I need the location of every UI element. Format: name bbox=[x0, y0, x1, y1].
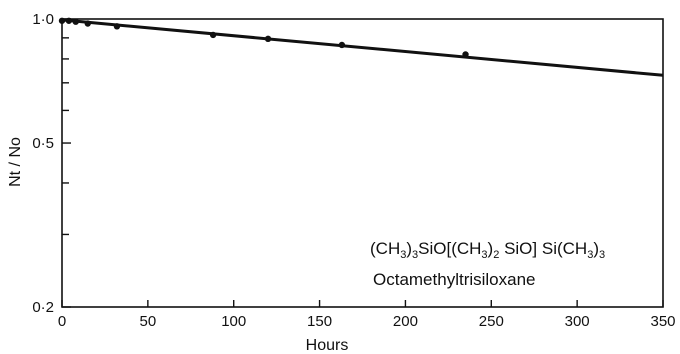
compound-name-annotation: Octamethyltrisiloxane bbox=[373, 270, 536, 289]
x-tick-label: 350 bbox=[650, 313, 675, 330]
formula-subscript: 3 bbox=[481, 249, 487, 261]
x-tick-label: 250 bbox=[479, 313, 504, 330]
data-point bbox=[264, 35, 272, 43]
formula-part: ) bbox=[488, 239, 494, 258]
x-tick-label: 50 bbox=[140, 313, 157, 330]
x-tick-label: 100 bbox=[221, 313, 246, 330]
y-tick-label: 1·0 bbox=[32, 11, 54, 28]
data-point bbox=[462, 51, 469, 58]
y-tick-label: 0·5 bbox=[32, 135, 54, 152]
series-layer bbox=[58, 17, 664, 77]
data-point bbox=[113, 23, 121, 30]
formula-subscript: 3 bbox=[412, 249, 418, 261]
x-tick-label: 0 bbox=[58, 313, 66, 330]
formula-part: ) bbox=[406, 239, 412, 258]
x-axis: 0 50 100 150 200 250 300 350 bbox=[58, 300, 676, 330]
formula-part: SiO[(CH bbox=[418, 239, 481, 258]
data-point bbox=[84, 20, 91, 27]
annotations: (CH3)3SiO[(CH3)2 SiO] Si(CH3)3 Octamethy… bbox=[370, 239, 605, 289]
data-point bbox=[58, 17, 66, 24]
formula-annotation: (CH3)3SiO[(CH3)2 SiO] Si(CH3)3 bbox=[370, 239, 605, 261]
formula-subscript: 3 bbox=[599, 249, 605, 261]
series-line bbox=[61, 18, 664, 77]
data-point bbox=[72, 18, 79, 25]
data-point bbox=[338, 41, 346, 49]
x-tick-label: 200 bbox=[393, 313, 418, 330]
x-tick-label: 150 bbox=[307, 313, 332, 330]
formula-part: (CH bbox=[370, 239, 400, 258]
formula-subscript: 2 bbox=[493, 249, 499, 261]
plot-area bbox=[61, 18, 664, 308]
formula-subscript: 3 bbox=[587, 249, 593, 261]
data-point bbox=[65, 17, 73, 24]
y-tick-label: 0·2 bbox=[32, 299, 54, 316]
plot-frame bbox=[61, 18, 664, 308]
data-point bbox=[209, 31, 217, 39]
formula-subscript: 3 bbox=[400, 249, 406, 261]
formula-part: ) bbox=[593, 239, 599, 258]
y-axis: 0·2 0·5 1·0 bbox=[32, 11, 71, 316]
y-axis-title: Nt / No bbox=[7, 137, 24, 187]
formula-part: SiO] Si(CH bbox=[499, 239, 587, 258]
x-axis-title: Hours bbox=[306, 337, 349, 354]
x-tick-label: 300 bbox=[565, 313, 590, 330]
